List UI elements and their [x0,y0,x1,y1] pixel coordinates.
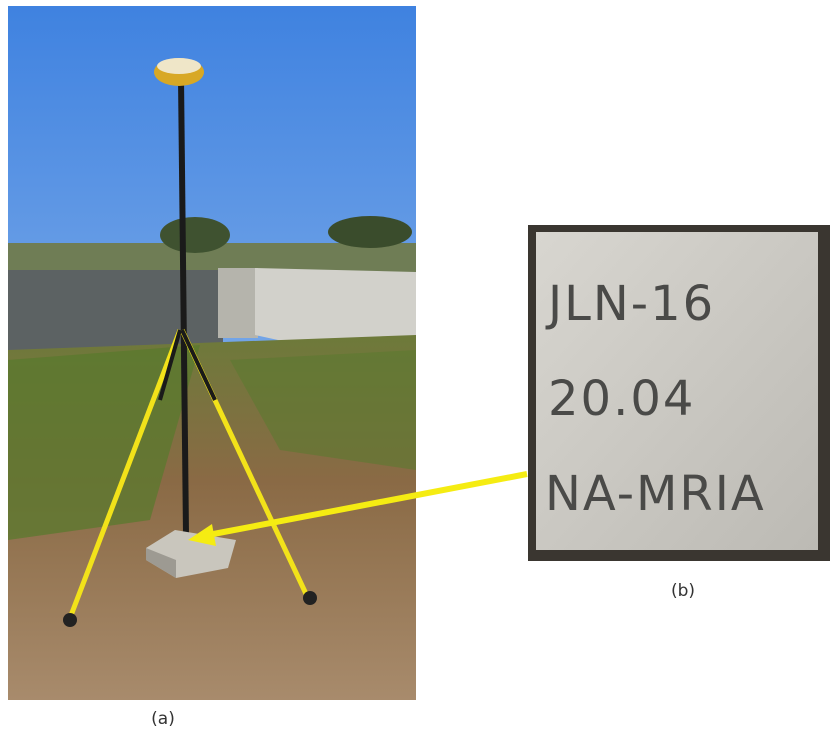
marker-line: 20.04 [548,371,695,427]
panel-label: (a) [151,709,175,729]
marker-line: NA-MRIA [545,466,766,522]
photo-a [8,6,416,700]
photo-b: JLN-16 20.04 NA-MRIA [528,225,830,561]
panel-label: (b) [671,581,695,601]
figure: JLN-16 20.04 NA-MRIA (a) (b) [0,0,832,738]
marker-line: JLN-16 [545,276,715,332]
